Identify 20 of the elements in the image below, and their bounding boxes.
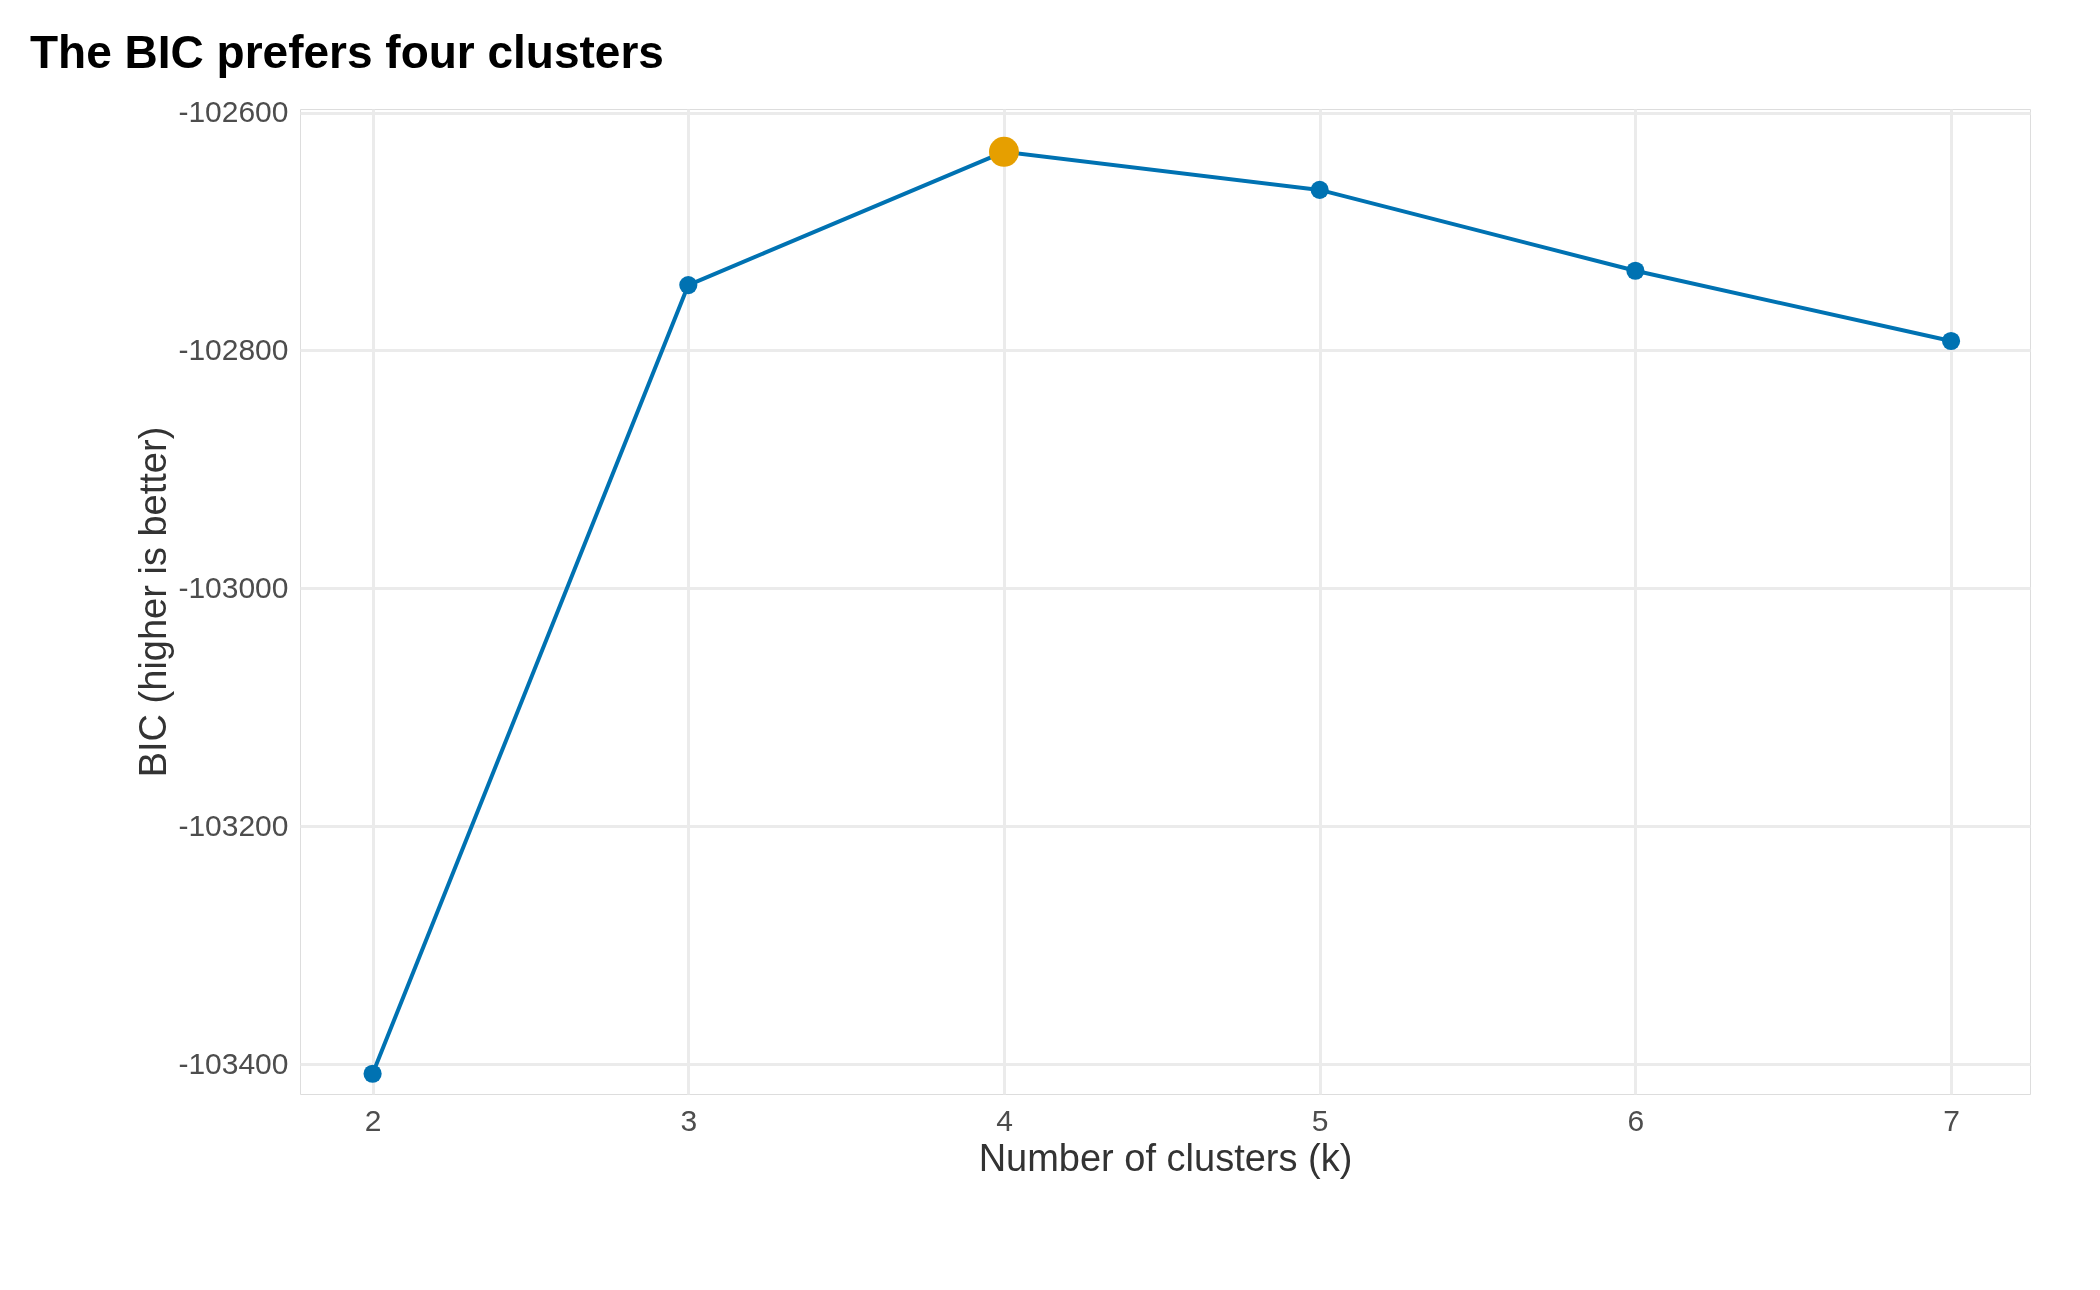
chart-title: The BIC prefers four clusters — [30, 25, 664, 78]
y-axis-title: BIC (higher is better) — [132, 426, 175, 778]
x-tick-label: 3 — [680, 1103, 698, 1137]
x-tick-label: 6 — [1627, 1103, 1645, 1137]
x-tick-label: 7 — [1943, 1103, 1960, 1137]
y-tick-label: -102600 — [178, 95, 289, 129]
point — [1626, 261, 1645, 280]
point — [679, 276, 698, 295]
point — [1941, 331, 1961, 351]
x-tick-label: 2 — [364, 1103, 382, 1137]
y-tick-label: -103000 — [178, 570, 289, 604]
x-axis-title: Number of clusters (k) — [978, 1136, 1353, 1179]
x-tick-label: 5 — [1311, 1103, 1329, 1137]
x-tick-label: 4 — [996, 1103, 1013, 1137]
y-tick-label: -102800 — [178, 332, 289, 366]
point — [989, 136, 1019, 167]
y-tick-label: -103400 — [178, 1046, 289, 1080]
y-tick-label: -103200 — [178, 808, 289, 842]
point — [363, 1064, 382, 1083]
point — [1310, 180, 1329, 199]
